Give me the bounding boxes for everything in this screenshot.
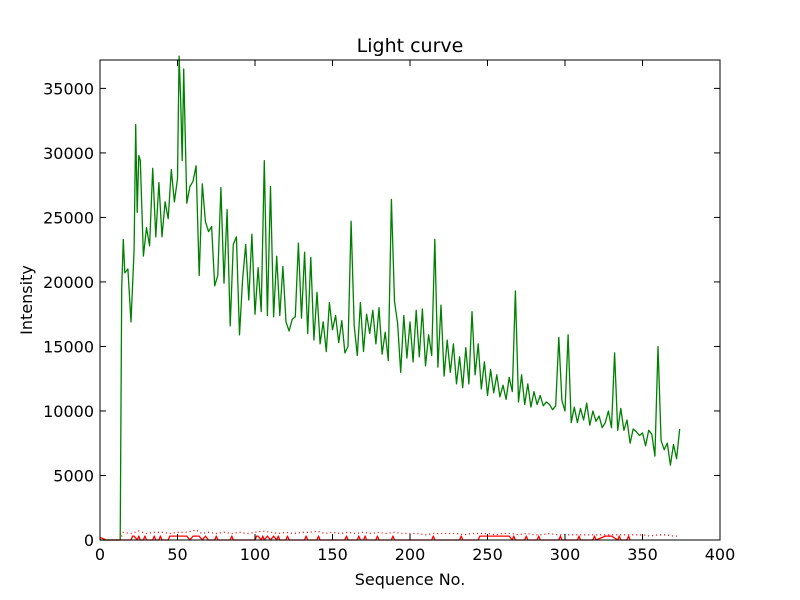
y-tick-label-2: 10000	[43, 402, 94, 421]
y-tick-label-7: 35000	[43, 79, 94, 98]
x-tick-label-3: 150	[317, 545, 348, 564]
chart-title: Light curve	[357, 35, 464, 57]
x-tick-label-4: 200	[395, 545, 426, 564]
y-axis-title: Intensity	[17, 265, 36, 335]
y-tick-label-0: 0	[84, 531, 94, 550]
x-tick-label-6: 300	[550, 545, 581, 564]
x-tick-label-5: 250	[472, 545, 503, 564]
y-tick-label-5: 25000	[43, 208, 94, 227]
x-axis-title: Sequence No.	[355, 570, 466, 589]
series-line-1	[100, 55, 681, 541]
x-tick-label-2: 100	[240, 545, 271, 564]
y-tick-label-1: 5000	[53, 466, 94, 485]
y-tick-label-6: 30000	[43, 144, 94, 163]
y-axis: 0 5000 10000 15000 20000 25000 30000 35000	[43, 79, 720, 550]
x-axis: 0 50 100 150 200 250 300 350 400	[95, 60, 735, 564]
x-tick-label-7: 350	[627, 545, 658, 564]
x-tick-label-8: 400	[705, 545, 736, 564]
y-tick-label-4: 20000	[43, 273, 94, 292]
y-tick-label-3: 15000	[43, 337, 94, 356]
x-tick-label-1: 50	[167, 545, 187, 564]
x-tick-label-0: 0	[95, 545, 105, 564]
